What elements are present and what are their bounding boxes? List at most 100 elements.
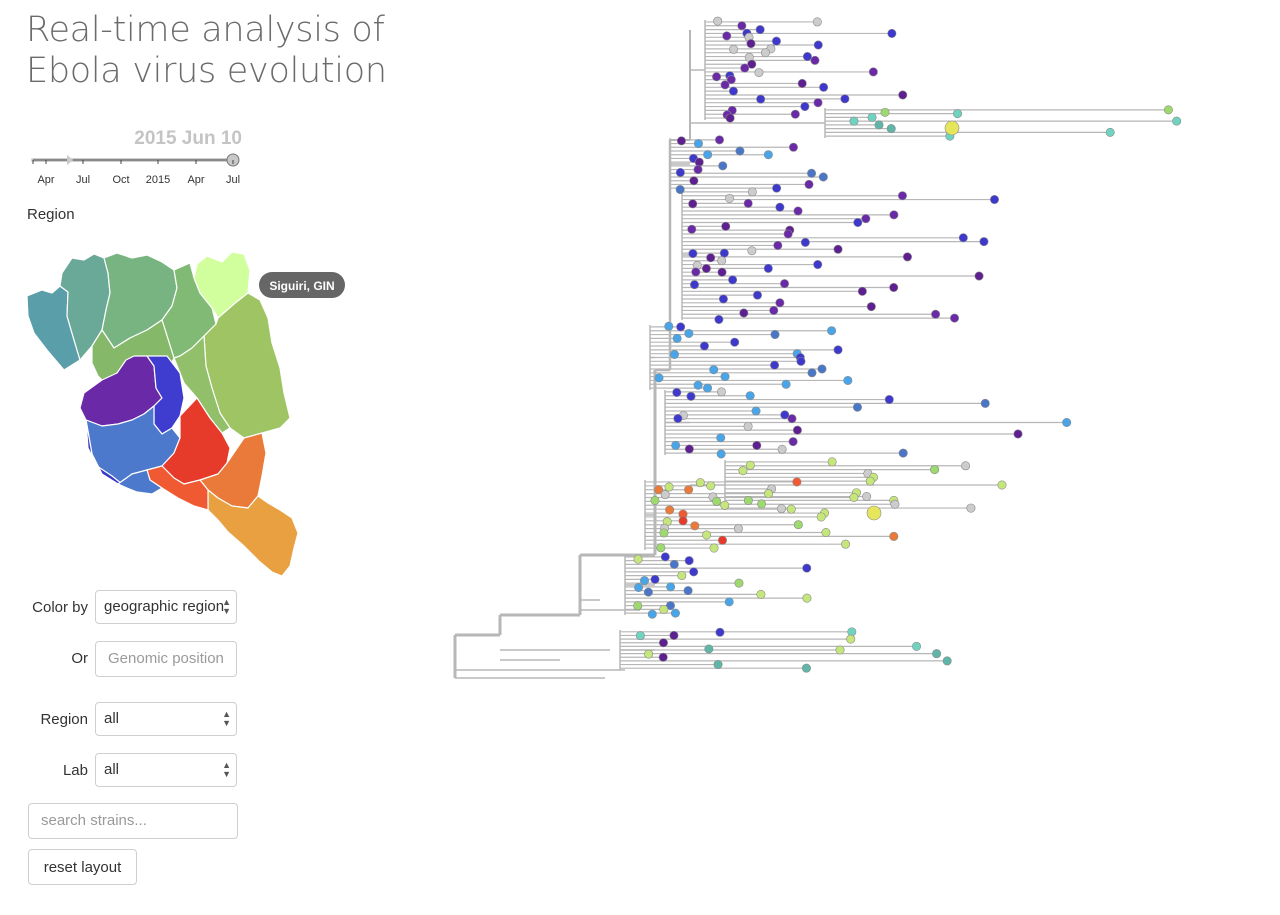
tree-tip[interactable] bbox=[755, 25, 765, 35]
tree-tip[interactable] bbox=[684, 444, 694, 454]
tree-tip[interactable] bbox=[701, 264, 711, 274]
tree-tip[interactable] bbox=[861, 214, 871, 224]
tree-tip[interactable] bbox=[672, 333, 682, 343]
tree-tip[interactable] bbox=[747, 59, 757, 69]
tree-tip[interactable] bbox=[745, 460, 755, 470]
tree-tip[interactable] bbox=[756, 94, 766, 104]
tree-tip[interactable] bbox=[898, 448, 908, 458]
tree-tip[interactable] bbox=[675, 168, 685, 178]
tree-tip[interactable] bbox=[887, 28, 897, 38]
tree-tip[interactable] bbox=[853, 218, 863, 228]
tree-tip[interactable] bbox=[790, 109, 800, 119]
tree-tip[interactable] bbox=[716, 387, 726, 397]
tree-tip[interactable] bbox=[865, 476, 875, 486]
tree-tip[interactable] bbox=[833, 244, 843, 254]
tree-tip[interactable] bbox=[989, 195, 999, 205]
genomic-position-input[interactable]: Genomic position bbox=[95, 641, 237, 677]
tree-tip[interactable] bbox=[669, 349, 679, 359]
tree-tip[interactable] bbox=[810, 55, 820, 65]
tree-tip[interactable] bbox=[695, 478, 705, 488]
tree-tip[interactable] bbox=[752, 440, 762, 450]
tree-tip[interactable] bbox=[746, 39, 756, 49]
tree-tip[interactable] bbox=[780, 279, 790, 289]
tree-tip[interactable] bbox=[1062, 417, 1072, 427]
tree-tip[interactable] bbox=[660, 552, 670, 562]
tree-tip[interactable] bbox=[902, 252, 912, 262]
tree-tip[interactable] bbox=[716, 433, 726, 443]
tree-tip[interactable] bbox=[1013, 429, 1023, 439]
tree-tip[interactable] bbox=[673, 414, 683, 424]
tree-tip[interactable] bbox=[786, 504, 796, 514]
tree-tip[interactable] bbox=[639, 576, 649, 586]
tree-tip[interactable] bbox=[793, 520, 803, 530]
tree-tip[interactable] bbox=[889, 531, 899, 541]
tree-tip[interactable] bbox=[689, 280, 699, 290]
tree-tip[interactable] bbox=[743, 198, 753, 208]
tree-tip[interactable] bbox=[713, 660, 723, 670]
tree-tip[interactable] bbox=[890, 499, 900, 509]
tree-tip[interactable] bbox=[716, 449, 726, 459]
tree-tip[interactable] bbox=[660, 490, 670, 500]
tree-tip[interactable] bbox=[849, 116, 859, 126]
tree-tip[interactable] bbox=[730, 337, 740, 347]
tree-tip[interactable] bbox=[773, 240, 783, 250]
tree-tip[interactable] bbox=[735, 146, 745, 156]
tree-tip[interactable] bbox=[676, 322, 686, 332]
tree-tip[interactable] bbox=[659, 528, 669, 538]
tree-tip[interactable] bbox=[670, 608, 680, 618]
tree-tip[interactable] bbox=[800, 102, 810, 112]
tree-tip[interactable] bbox=[757, 499, 767, 509]
tree-tip[interactable] bbox=[813, 40, 823, 50]
tree-tip[interactable] bbox=[733, 524, 743, 534]
tree-tip[interactable] bbox=[880, 107, 890, 117]
color-by-select[interactable]: geographic region ▲ ▼ bbox=[95, 590, 237, 624]
tree-tip[interactable] bbox=[721, 221, 731, 231]
tree-tip[interactable] bbox=[706, 253, 716, 263]
tree-tip[interactable] bbox=[787, 414, 797, 424]
date-slider[interactable]: Apr Jul Oct 2015 Apr Jul bbox=[26, 150, 248, 190]
map-region-siguiri[interactable] bbox=[193, 251, 251, 319]
tree-tip[interactable] bbox=[819, 82, 829, 92]
tree-tip[interactable] bbox=[643, 587, 653, 597]
tree-tip[interactable] bbox=[800, 237, 810, 247]
phylogenetic-tree[interactable] bbox=[440, 10, 1260, 710]
tree-tip[interactable] bbox=[672, 387, 682, 397]
tree-tip[interactable] bbox=[866, 302, 876, 312]
tree-tip[interactable] bbox=[816, 512, 826, 522]
region-map[interactable]: Siguiri, GIN bbox=[22, 248, 352, 578]
tree-tip[interactable] bbox=[704, 644, 714, 654]
tree-tip[interactable] bbox=[715, 135, 725, 145]
tree-tip[interactable] bbox=[796, 356, 806, 366]
tree-tip[interactable] bbox=[783, 229, 793, 239]
tree-tip[interactable] bbox=[1172, 116, 1182, 126]
tree-tip[interactable] bbox=[793, 206, 803, 216]
tree-tip[interactable] bbox=[884, 395, 894, 405]
tree-tip[interactable] bbox=[932, 649, 942, 659]
tree-tip[interactable] bbox=[728, 86, 738, 96]
tree-tip[interactable] bbox=[703, 150, 713, 160]
tree-tip[interactable] bbox=[775, 202, 785, 212]
reset-layout-button[interactable]: reset layout bbox=[28, 849, 137, 885]
map-region[interactable] bbox=[207, 489, 299, 577]
tree-tip[interactable] bbox=[788, 437, 798, 447]
tree-tip[interactable] bbox=[849, 492, 859, 502]
tree-tip[interactable] bbox=[813, 98, 823, 108]
tree-tip[interactable] bbox=[635, 631, 645, 641]
tree-tip[interactable] bbox=[840, 94, 850, 104]
tree-tip[interactable] bbox=[684, 328, 694, 338]
tree-tip[interactable] bbox=[802, 593, 812, 603]
tree-tip[interactable] bbox=[771, 36, 781, 46]
tree-tip[interactable] bbox=[846, 634, 856, 644]
tree-tip[interactable] bbox=[961, 461, 971, 471]
tree-tip[interactable] bbox=[763, 263, 773, 273]
tree-tip[interactable] bbox=[818, 172, 828, 182]
tree-tip[interactable] bbox=[747, 246, 757, 256]
tree-tip[interactable] bbox=[737, 21, 747, 31]
tree-tip[interactable] bbox=[658, 638, 668, 648]
slider-start-handle[interactable] bbox=[67, 155, 73, 165]
tree-tip[interactable] bbox=[833, 345, 843, 355]
tree-tip[interactable] bbox=[738, 466, 748, 476]
tree-tip[interactable] bbox=[942, 656, 952, 666]
tree-tip[interactable] bbox=[633, 554, 643, 564]
tree-tip[interactable] bbox=[751, 406, 761, 416]
